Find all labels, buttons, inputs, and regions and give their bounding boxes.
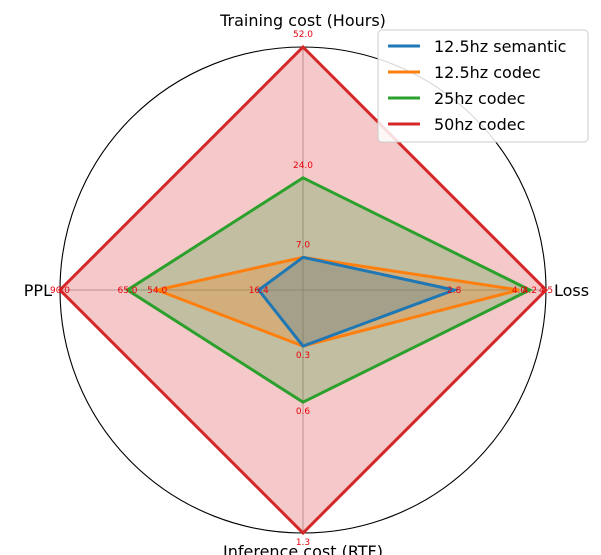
value-label: 52.0 [293,30,313,40]
value-label: 0.3 [296,351,310,361]
value-label: 4.2 [523,286,537,296]
value-label: 65.0 [117,286,137,296]
value-label: 2.8 [447,286,462,296]
series-line [124,176,534,404]
value-label: 4.5 [539,286,553,296]
series-line [57,44,549,536]
axis-label: Training cost (Hours) [219,11,386,30]
value-label: 16.4 [249,286,269,296]
value-label: 54.0 [147,286,167,296]
legend-entry: 12.5hz semantic [434,37,566,56]
axis-label: Inference cost (RTF) [223,542,383,555]
axis-labels: Training cost (Hours) Loss Inference cost … [24,11,589,555]
legend-entry: 50hz codec [434,115,525,134]
legend-entry: 12.5hz codec [434,63,541,82]
value-label: 1.3 [296,538,310,548]
value-label: 7.0 [296,240,311,250]
legend: 12.5hz semantic 12.5hz codec 25hz codec 50h… [377,29,589,143]
value-label: 24.0 [293,161,313,171]
series-fill [127,177,530,403]
value-label: 90.0 [50,286,70,296]
axis-label: Loss [554,281,589,300]
legend-frame [377,29,589,143]
axis-label: PPL [24,281,52,300]
value-label: 0.6 [296,407,311,417]
series-line [256,255,460,348]
legend-entry: 25hz codec [434,89,525,108]
value-label: 4.0 [512,286,527,296]
series-lines [57,44,549,536]
value-labels: 7.0 2.8 0.3 16.4 4.0 54.0 24.0 4.2 0.6 65.0 52.0 4.… [50,30,553,548]
